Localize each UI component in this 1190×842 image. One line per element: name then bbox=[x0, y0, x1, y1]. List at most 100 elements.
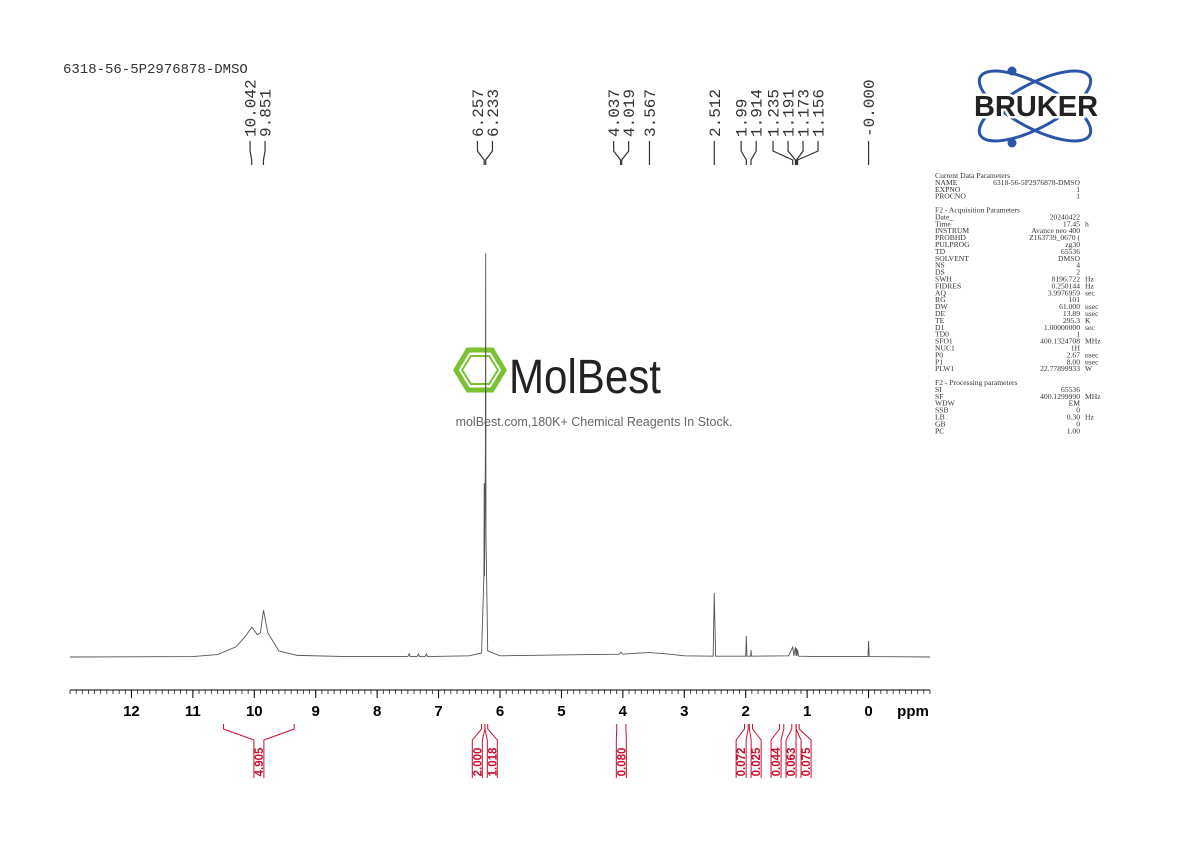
x-tick-label: 5 bbox=[557, 703, 565, 720]
param-key: SWH bbox=[935, 275, 952, 284]
param-key: PROCNO bbox=[935, 192, 966, 201]
peak-leader bbox=[249, 141, 253, 165]
integral-label: 0.075 bbox=[801, 747, 813, 776]
param-key: RG bbox=[935, 295, 946, 304]
param-key: TE bbox=[935, 316, 945, 325]
integral-bracket bbox=[795, 724, 802, 778]
param-value: 0.30 bbox=[1067, 413, 1080, 422]
peak-leader bbox=[772, 141, 794, 165]
param-value: 1H bbox=[1071, 344, 1081, 353]
integral-bracket bbox=[780, 724, 785, 778]
param-unit: MHz bbox=[1085, 392, 1101, 401]
param-unit: usec bbox=[1085, 302, 1099, 311]
peak-label: -0.000 bbox=[861, 79, 879, 137]
param-key: AQ bbox=[935, 288, 946, 297]
param-value: 4 bbox=[1076, 261, 1080, 270]
param-value: 0 bbox=[1076, 419, 1080, 428]
integral-bracket bbox=[798, 724, 812, 778]
param-value: EM bbox=[1069, 399, 1081, 408]
integral-label: 2.000 bbox=[472, 748, 484, 777]
integral-bracket bbox=[735, 724, 745, 778]
integral-bracket bbox=[484, 724, 488, 778]
param-value: 17.45 bbox=[1063, 219, 1080, 228]
param-key: PROBHD bbox=[935, 233, 966, 242]
param-value: Avance neo 400 bbox=[1031, 226, 1080, 235]
param-unit: usec bbox=[1085, 350, 1099, 359]
param-key: PULPROG bbox=[935, 240, 970, 249]
integral-label: 1.018 bbox=[487, 747, 499, 776]
integral-label: 0.072 bbox=[736, 748, 748, 777]
param-value: 400.1299990 bbox=[1040, 392, 1080, 401]
param-key: DS bbox=[935, 268, 945, 277]
integral-bracket bbox=[770, 724, 780, 778]
integral-label: 0.025 bbox=[751, 747, 763, 776]
param-unit: sec bbox=[1085, 323, 1095, 332]
param-key: PLW1 bbox=[935, 364, 954, 373]
param-key: SSB bbox=[935, 406, 949, 415]
peak-label: 1.99 bbox=[734, 99, 752, 137]
param-key: FIDRES bbox=[935, 281, 961, 290]
x-tick-label: 8 bbox=[373, 703, 381, 720]
param-value: 20240422 bbox=[1050, 212, 1081, 221]
param-key: TD0 bbox=[935, 330, 949, 339]
spectrum-trace bbox=[69, 252, 931, 658]
param-value: 3.9976959 bbox=[1048, 288, 1080, 297]
watermark: MolBest molBest.com,180K+ Chemical Reage… bbox=[453, 347, 733, 429]
param-value: 2 bbox=[1076, 268, 1080, 277]
integral-bracket bbox=[471, 724, 483, 778]
integral-bracket bbox=[263, 724, 295, 778]
param-key: P0 bbox=[935, 350, 943, 359]
param-unit: MHz bbox=[1085, 337, 1101, 346]
param-value: 61.000 bbox=[1059, 302, 1080, 311]
integral-bracket bbox=[748, 724, 752, 778]
param-key: NAME bbox=[935, 178, 958, 187]
param-unit: usec bbox=[1085, 309, 1099, 318]
param-key: SF bbox=[935, 392, 943, 401]
watermark-tagline: molBest.com,180K+ Chemical Reagents In S… bbox=[456, 415, 733, 429]
peak-leader bbox=[787, 141, 797, 165]
peak-label: 1.173 bbox=[796, 89, 814, 137]
x-tick-label: 12 bbox=[123, 703, 140, 720]
x-tick-label: 6 bbox=[496, 703, 504, 720]
x-tick-label: 11 bbox=[185, 703, 201, 720]
param-unit: usec bbox=[1085, 357, 1099, 366]
param-unit: sec bbox=[1085, 288, 1095, 297]
peak-leader bbox=[621, 141, 630, 165]
peak-leader bbox=[740, 141, 747, 165]
peak-label: 10.042 bbox=[243, 79, 261, 137]
peak-label: 4.037 bbox=[606, 89, 624, 137]
param-value: 65536 bbox=[1061, 247, 1080, 256]
x-tick-label: 9 bbox=[312, 703, 320, 720]
peak-label: 6.257 bbox=[470, 89, 488, 137]
bruker-logo: BRUKER bbox=[971, 66, 1101, 148]
param-key: TD bbox=[935, 247, 946, 256]
peak-label: 6.233 bbox=[485, 89, 503, 137]
param-key: SFO1 bbox=[935, 337, 953, 346]
param-key: INSTRUM bbox=[935, 226, 969, 235]
param-value: 101 bbox=[1069, 295, 1081, 304]
param-key: DW bbox=[935, 302, 948, 311]
peak-leader bbox=[262, 141, 266, 165]
param-value: 6318-56-5P2976878-DMSO bbox=[993, 178, 1080, 187]
peak-leader bbox=[796, 141, 819, 165]
param-key: WDW bbox=[935, 399, 956, 408]
x-tick-label: 7 bbox=[434, 703, 442, 720]
param-value: 0.250144 bbox=[1052, 281, 1081, 290]
param-key: LB bbox=[935, 413, 945, 422]
peak-leader bbox=[476, 141, 485, 165]
x-tick-label: 1 bbox=[803, 703, 811, 720]
integral-label: 4.905 bbox=[254, 747, 266, 776]
param-key: Time bbox=[935, 219, 951, 228]
peak-label: 3.567 bbox=[642, 89, 660, 137]
integral-label: 0.080 bbox=[616, 748, 628, 777]
param-unit: Hz bbox=[1085, 413, 1094, 422]
peak-label: 2.512 bbox=[707, 89, 725, 137]
peak-label: 4.019 bbox=[621, 89, 639, 137]
param-value: 65536 bbox=[1061, 385, 1080, 394]
integral-bracket bbox=[785, 724, 793, 778]
param-value: 1 bbox=[1076, 192, 1080, 201]
param-key: SI bbox=[935, 385, 942, 394]
param-value: 2.67 bbox=[1067, 350, 1080, 359]
